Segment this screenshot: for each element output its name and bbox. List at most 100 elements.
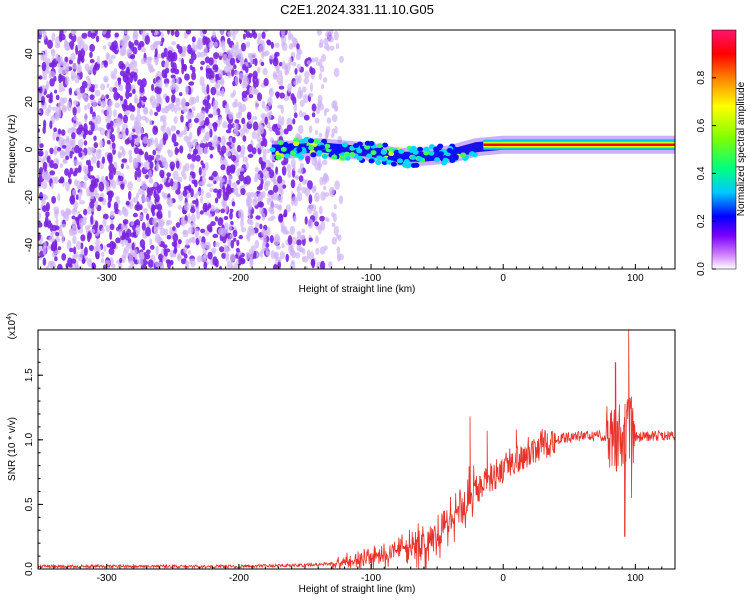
spectrogram-noise-speck — [202, 35, 207, 46]
spectrogram-noise-speck — [235, 247, 240, 253]
spectrogram-noise-speck — [227, 175, 234, 180]
spectrogram-noise-speck — [188, 81, 195, 86]
spectrogram-noise-speck — [95, 114, 102, 125]
spectrogram-noise-speck — [87, 231, 92, 240]
spectrogram-noise-speck — [314, 192, 320, 203]
spectrogram-noise-speck — [76, 105, 81, 114]
spectrogram-noise-speck — [161, 37, 165, 43]
signal-band-blob — [335, 146, 342, 152]
spectrogram-noise-speck — [187, 111, 191, 116]
spectrogram-noise-speck — [247, 144, 254, 153]
spectrogram-noise-speck — [176, 176, 183, 183]
spectrogram-noise-speck — [299, 162, 305, 169]
spectrogram-noise-speck — [220, 164, 226, 171]
spectrogram-noise-speck — [183, 64, 187, 72]
spectrogram-noise-speck — [188, 174, 193, 182]
spectrogram-noise-speck — [279, 92, 285, 99]
spectrogram-noise-speck — [262, 241, 266, 252]
spectrogram-noise-speck — [164, 82, 169, 88]
spectrogram-noise-speck — [233, 262, 240, 269]
spectrogram-noise-speck — [236, 180, 241, 185]
spectrogram-noise-speck — [42, 30, 47, 40]
spectrogram-noise-speck — [172, 180, 179, 191]
spectrogram-noise-speck — [134, 138, 138, 145]
spectrogram-noise-speck — [153, 56, 159, 63]
spectrogram-noise-speck — [159, 227, 166, 236]
spectrogram-noise-speck — [144, 151, 149, 161]
spectrogram-noise-speck — [252, 121, 259, 131]
spectrogram-noise-speck — [174, 104, 178, 114]
spectrogram-noise-speck — [167, 149, 173, 158]
spectrogram-noise-speck — [276, 75, 280, 83]
spectrogram-noise-speck — [64, 150, 71, 157]
spectrogram-noise-speck — [128, 149, 133, 156]
signal-band-blob — [269, 147, 276, 153]
spectrogram-noise-speck — [49, 78, 55, 87]
spectrogram-noise-speck — [148, 177, 154, 184]
signal-band-blob — [341, 142, 348, 148]
spectrogram-noise-speck — [270, 41, 275, 49]
spectrogram-noise-speck — [101, 30, 107, 35]
spectrogram-noise-speck — [309, 251, 315, 261]
spectrogram-noise-speck — [241, 90, 248, 98]
spectrogram-noise-speck — [125, 89, 130, 100]
spectrogram-noise-speck — [122, 249, 127, 259]
spectrogram-noise-speck — [162, 132, 169, 141]
spectrogram-noise-speck — [213, 188, 219, 193]
spectrogram-noise-speck — [102, 45, 107, 50]
spectrogram-noise-speck — [111, 180, 117, 189]
spectrogram-noise-speck — [175, 160, 180, 169]
spectrogram-noise-speck — [57, 246, 62, 251]
spectrogram-noise-speck — [119, 38, 126, 46]
spectrogram-noise-speck — [229, 57, 236, 66]
spectrogram-noise-speck — [166, 234, 172, 240]
spectrogram-noise-speck — [154, 126, 158, 132]
spectrogram-noise-speck — [120, 235, 126, 241]
spectrogram-noise-speck — [252, 198, 258, 207]
spectrogram-noise-speck — [42, 126, 46, 134]
spectrogram-noise-speck — [219, 30, 225, 35]
spectrogram-noise-speck — [336, 246, 341, 254]
spectrogram-noise-speck — [208, 176, 214, 181]
spectrogram-noise-speck — [218, 52, 224, 57]
spectrogram-noise-speck — [141, 190, 146, 200]
spectrogram-noise-speck — [277, 120, 283, 129]
spectrogram-noise-speck — [261, 228, 266, 237]
signal-band-blob — [433, 146, 440, 152]
spectrogram-noise-speck — [213, 52, 220, 60]
spectrogram-noise-speck — [78, 152, 83, 158]
spectrogram-noise-speck — [43, 220, 49, 228]
spectrogram-noise-speck — [177, 133, 184, 138]
signal-band-blob — [386, 159, 393, 165]
spectrogram-noise-speck — [72, 107, 77, 116]
spectrogram-noise-speck — [315, 105, 321, 115]
spectrogram-noise-speck — [311, 57, 316, 63]
signal-band-blob — [275, 155, 282, 160]
spectrogram-noise-speck — [200, 196, 204, 204]
figure-title: C2E1.2024.331.11.10.G05 — [280, 2, 434, 17]
spectrogram-noise-speck — [187, 213, 191, 224]
spectrogram-noise-speck — [38, 86, 43, 94]
spectrogram-noise-speck — [269, 209, 275, 215]
signal-band-blob — [387, 147, 394, 153]
signal-band-blob — [390, 161, 397, 167]
spectrogram-noise-speck — [106, 243, 112, 248]
spectrogram-noise-speck — [60, 223, 67, 228]
spectrogram-noise-speck — [311, 112, 316, 118]
spectrogram-noise-speck — [230, 154, 237, 162]
spectrogram-noise-speck — [114, 81, 119, 88]
spectrogram-noise-speck — [131, 57, 136, 66]
spectrogram-noise-speck — [261, 212, 266, 222]
spectrogram-noise-speck — [323, 37, 329, 45]
spectrogram-noise-speck — [263, 50, 270, 56]
spectrogram-noise-speck — [89, 106, 93, 115]
spectrogram-noise-speck — [66, 101, 72, 112]
spectrogram-noise-speck — [246, 192, 252, 197]
spectrogram-noise-speck — [214, 207, 220, 214]
spectrogram-noise-speck — [175, 222, 181, 228]
spectrogram-noise-speck — [45, 265, 50, 269]
spectrogram-noise-speck — [225, 151, 231, 157]
spectrogram-noise-speck — [323, 172, 328, 181]
spectrogram-noise-speck — [189, 58, 194, 65]
